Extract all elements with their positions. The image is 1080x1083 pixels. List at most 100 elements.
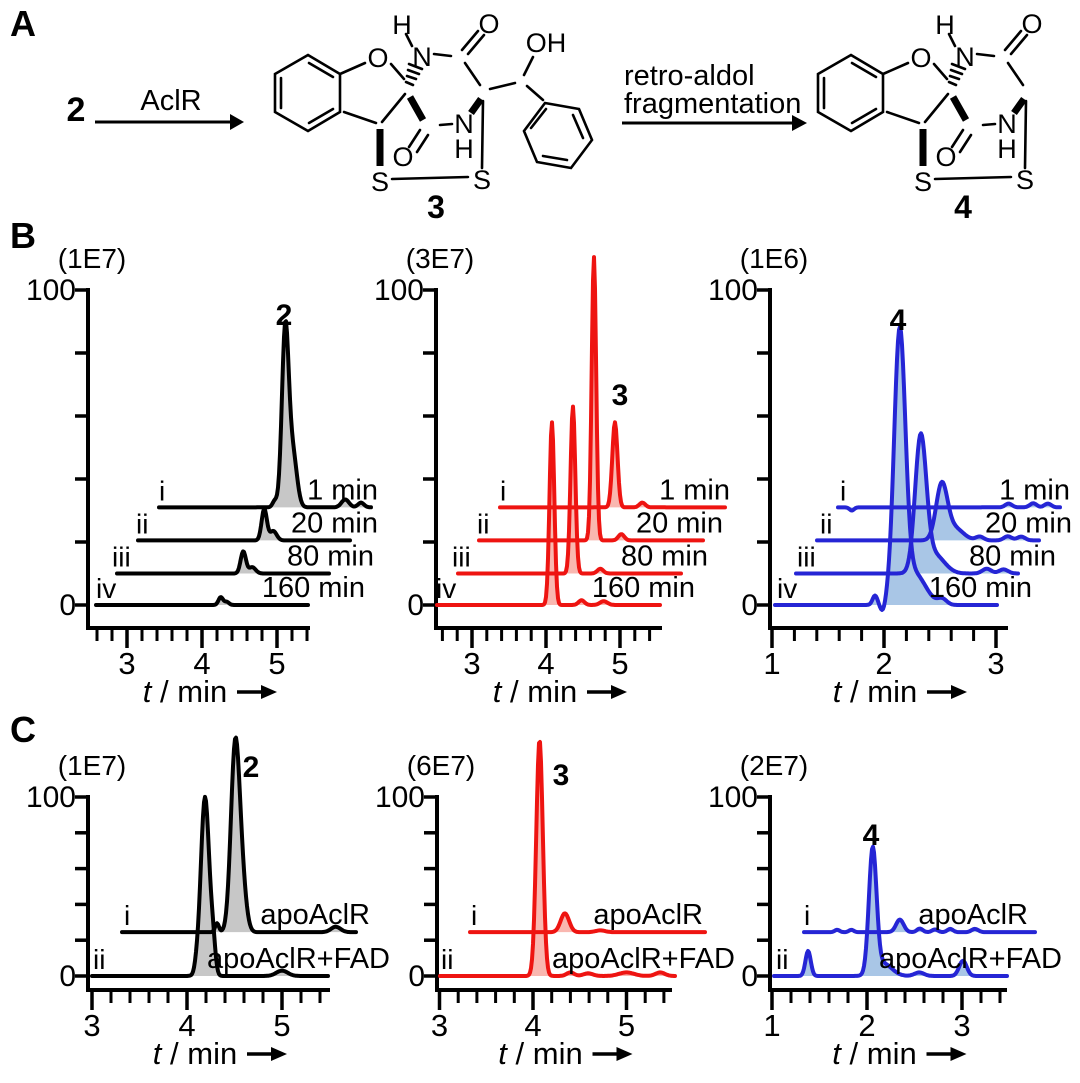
axis-arrow-icon — [261, 685, 277, 699]
trace-line-iii — [794, 431, 1020, 576]
atom-label-O: O — [478, 9, 499, 39]
trace-label-i: i — [840, 475, 846, 506]
scheme-label-2: 2 — [67, 91, 86, 129]
peak-label-3: 3 — [553, 759, 570, 792]
x-tick-label-4: 4 — [193, 646, 210, 681]
atom-label-S: S — [371, 167, 389, 197]
trace-time-label: 160 min — [262, 572, 365, 604]
scheme-label-3: 3 — [427, 189, 445, 225]
x-axis-bar — [436, 626, 662, 630]
panel-label-A: A — [10, 3, 36, 44]
trace-label-ii: ii — [136, 508, 148, 539]
trace-time-label: 160 min — [592, 572, 695, 604]
scale-label: (1E7) — [58, 243, 126, 274]
atom-label-S: S — [914, 167, 932, 197]
axis-arrow-icon — [951, 685, 967, 699]
atom-label-N: N — [454, 109, 474, 139]
scheme-label-retro-aldol: retro-aldol — [624, 60, 755, 92]
trace-time-label: 20 min — [985, 507, 1072, 539]
trace-label-iv: iv — [777, 573, 797, 604]
atom-label-O: O — [1021, 9, 1042, 39]
x-axis-title: t / min — [832, 1036, 916, 1071]
atom-label-H: H — [454, 134, 474, 164]
atom-label-N: N — [997, 109, 1017, 139]
trace-line-ii — [772, 844, 1009, 978]
atom-label-H: H — [392, 10, 412, 40]
y-tick-label-bottom: 0 — [741, 589, 758, 622]
trace-fill-i — [122, 737, 356, 933]
trace-label-iii: iii — [797, 542, 816, 573]
atom-label-S: S — [1016, 165, 1034, 195]
scale-label: (3E7) — [406, 243, 474, 274]
y-tick-label-bottom: 0 — [408, 960, 425, 993]
x-axis-title: t / min — [498, 1036, 582, 1071]
trace-time-label: apoAclR+FAD — [879, 943, 1062, 975]
trace-line-iii — [456, 404, 683, 576]
trace-line-iv — [773, 324, 999, 612]
x-tick-label-3: 3 — [83, 1008, 100, 1043]
x-tick-label-5: 5 — [273, 1008, 290, 1043]
scheme-label-fragmentation: fragmentation — [624, 88, 801, 120]
trace-line-i — [802, 917, 1037, 935]
x-axis-bar — [770, 626, 1008, 630]
trace-line-iii — [115, 549, 331, 576]
atom-label-N: N — [955, 42, 975, 72]
trace-time-label: 20 min — [636, 507, 723, 539]
x-tick-label-1: 1 — [763, 1008, 780, 1043]
panel-label-B: B — [10, 215, 36, 256]
y-tick-label-bottom: 0 — [407, 589, 424, 622]
axis-arrow-icon — [271, 1047, 287, 1061]
trace-label-i: i — [804, 900, 810, 931]
trace-time-label: 80 min — [969, 541, 1056, 573]
reaction-arrow-icon — [230, 114, 244, 130]
trace-time-label: 80 min — [287, 541, 374, 573]
trace-label-ii: ii — [820, 508, 832, 539]
trace-line-i — [120, 735, 358, 935]
trace-label-iv: iv — [96, 573, 116, 604]
atom-label-O: O — [367, 43, 388, 73]
trace-label-iv: iv — [436, 573, 456, 604]
x-axis-title: t / min — [153, 1036, 237, 1071]
peak-label-4: 4 — [890, 304, 907, 337]
trace-time-label: 1 min — [307, 474, 378, 506]
trace-line-ii — [438, 740, 677, 978]
x-tick-label-3: 3 — [431, 1008, 448, 1043]
x-tick-label-2: 2 — [858, 1008, 875, 1043]
y-tick-label-top: 100 — [708, 274, 758, 307]
trace-label-ii: ii — [93, 944, 105, 975]
trace-label-ii: ii — [776, 944, 788, 975]
structure-3-double-bonds — [279, 61, 585, 162]
trace-time-label: 1 min — [999, 474, 1070, 506]
atom-label-H: H — [997, 134, 1017, 164]
structure-3-bonds — [273, 29, 594, 181]
y-tick-label-bottom: 0 — [59, 960, 76, 993]
y-tick-label-top: 100 — [375, 781, 425, 814]
x-axis-bar — [437, 988, 672, 992]
trace-label-iii: iii — [112, 542, 131, 573]
y-tick-label-top: 100 — [26, 781, 76, 814]
x-axis-title: t / min — [493, 674, 577, 709]
atom-label-S: S — [473, 165, 491, 195]
trace-time-label: 80 min — [621, 541, 708, 573]
x-axis-bar — [770, 988, 1007, 992]
x-axis-bar — [88, 988, 330, 992]
structure-4-hash-bonds — [947, 62, 967, 87]
x-axis-title: t / min — [833, 674, 917, 709]
x-axis-title: t / min — [143, 674, 227, 709]
trace-time-label: apoAclR — [260, 899, 370, 931]
reaction-arrow-icon — [792, 115, 807, 131]
trace-label-i: i — [500, 475, 506, 506]
x-tick-label-2: 2 — [875, 646, 892, 681]
peak-label-2: 2 — [243, 751, 260, 784]
atom-label-O: O — [935, 142, 956, 172]
peak-label-3: 3 — [612, 379, 629, 412]
x-tick-label-4: 4 — [537, 646, 554, 681]
y-tick-label-bottom: 0 — [741, 960, 758, 993]
structure-4 — [816, 29, 1029, 181]
trace-time-label: 1 min — [659, 474, 730, 506]
x-axis-bar — [88, 626, 310, 630]
trace-label-iii: iii — [452, 542, 471, 573]
trace-line-ii — [815, 479, 1041, 543]
structure-4-double-bonds — [822, 61, 878, 125]
